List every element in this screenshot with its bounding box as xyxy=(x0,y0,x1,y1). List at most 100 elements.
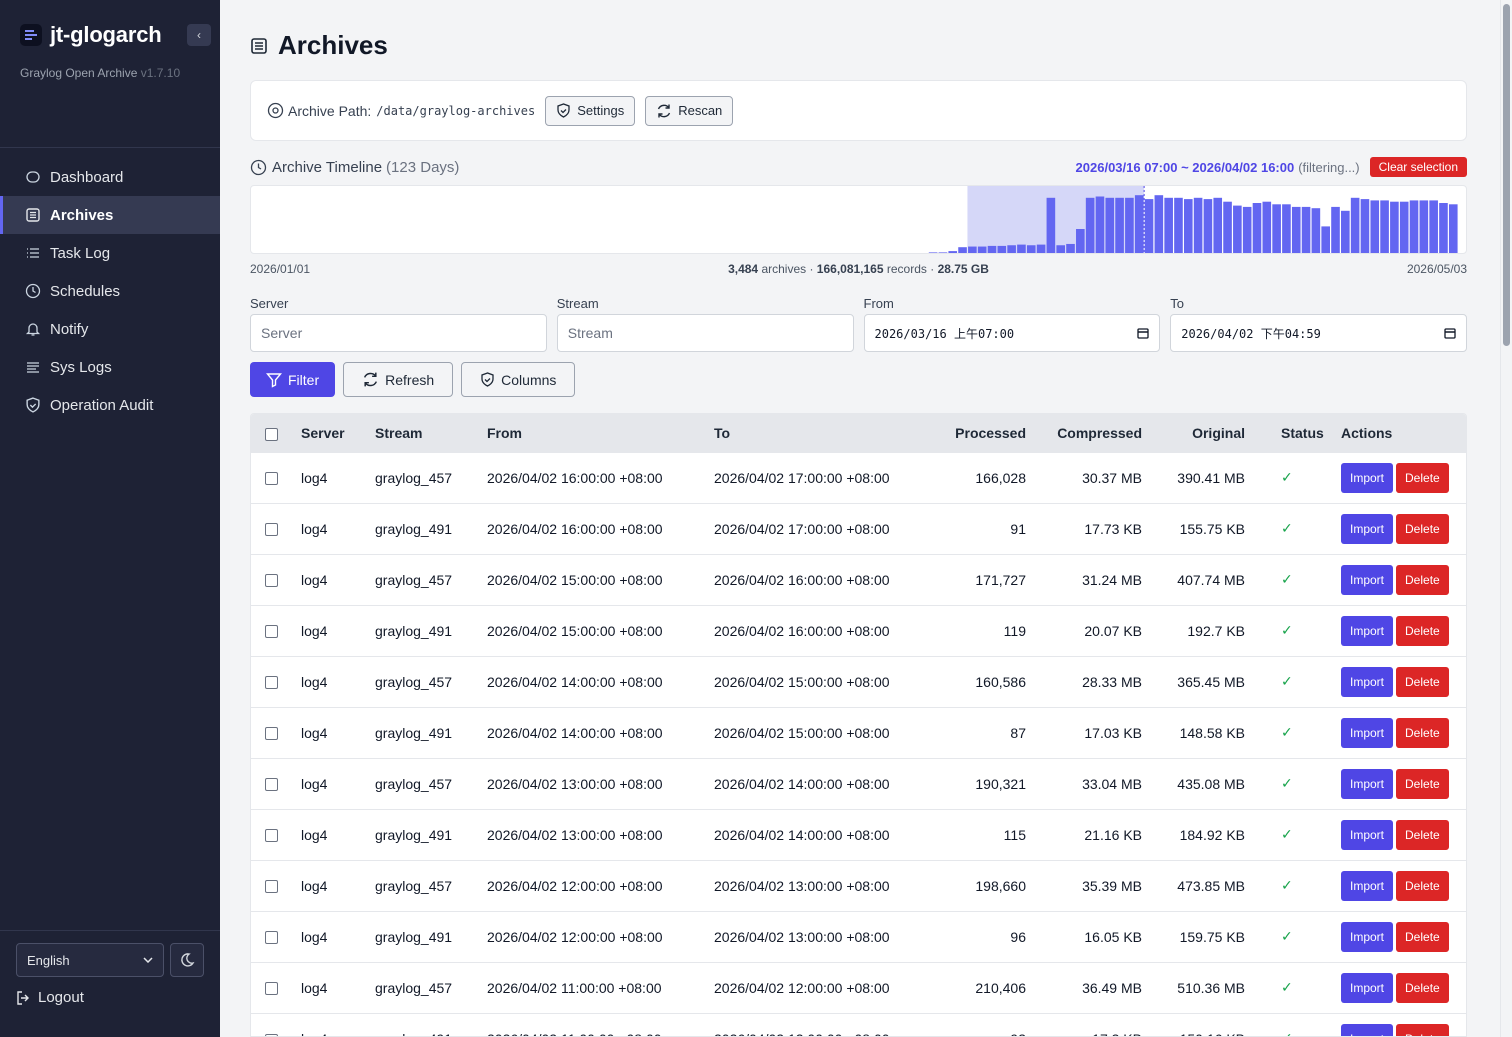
timeline-bar[interactable] xyxy=(320,254,329,255)
timeline-bar[interactable] xyxy=(772,253,781,254)
server-input[interactable]: Server xyxy=(250,314,547,352)
timeline-bar[interactable] xyxy=(497,254,506,255)
timeline-bar[interactable] xyxy=(330,254,339,255)
timeline-bar[interactable] xyxy=(1252,203,1262,254)
timeline-bar[interactable] xyxy=(1105,197,1115,254)
timeline-bar[interactable] xyxy=(605,254,614,255)
timeline-bar[interactable] xyxy=(1419,200,1429,254)
delete-button[interactable]: Delete xyxy=(1396,666,1449,697)
row-checkbox[interactable] xyxy=(265,829,278,843)
timeline-bar[interactable] xyxy=(1017,244,1026,254)
timeline-bar[interactable] xyxy=(1301,206,1311,254)
import-button[interactable]: Import xyxy=(1341,972,1394,1003)
header-compressed[interactable]: Compressed xyxy=(1034,414,1150,452)
scrollbar-thumb[interactable] xyxy=(1503,4,1510,346)
logout-link[interactable]: Logout xyxy=(16,989,204,1006)
timeline-bar[interactable] xyxy=(713,253,722,254)
timeline-bar[interactable] xyxy=(1007,245,1016,254)
timeline-bar[interactable] xyxy=(625,254,634,255)
timeline-bar[interactable] xyxy=(831,253,840,254)
timeline-bar[interactable] xyxy=(821,253,830,254)
timeline-bar[interactable] xyxy=(369,254,378,255)
timeline-bar[interactable] xyxy=(733,253,742,254)
timeline-bar[interactable] xyxy=(899,253,908,254)
delete-button[interactable]: Delete xyxy=(1396,462,1449,493)
rescan-button[interactable]: Rescan xyxy=(645,95,734,126)
timeline-bar[interactable] xyxy=(585,254,594,255)
delete-button[interactable]: Delete xyxy=(1396,921,1449,952)
timeline-selection[interactable] xyxy=(967,186,1145,254)
sidebar-item-operation-audit[interactable]: Operation Audit xyxy=(0,386,220,424)
timeline-bar[interactable] xyxy=(1056,245,1066,254)
timeline-bar[interactable] xyxy=(301,254,310,255)
timeline-bar[interactable] xyxy=(1350,197,1360,254)
timeline-bar[interactable] xyxy=(291,254,300,255)
timeline-bar[interactable] xyxy=(791,253,800,254)
timeline-bar[interactable] xyxy=(723,253,732,254)
timeline-bar[interactable] xyxy=(1046,197,1056,254)
timeline-bar[interactable] xyxy=(340,254,349,255)
import-button[interactable]: Import xyxy=(1341,564,1394,595)
timeline-bar[interactable] xyxy=(252,254,261,255)
header-stream[interactable]: Stream xyxy=(367,414,479,452)
row-checkbox[interactable] xyxy=(265,625,278,639)
import-button[interactable]: Import xyxy=(1341,717,1394,748)
timeline-bar[interactable] xyxy=(517,254,526,255)
timeline-bar[interactable] xyxy=(919,253,928,254)
timeline-bar[interactable] xyxy=(458,254,467,255)
timeline-bar[interactable] xyxy=(1409,200,1419,254)
to-datetime-input[interactable]: 2026/04/02 下午04:59 xyxy=(1170,314,1467,352)
import-button[interactable]: Import xyxy=(1341,921,1394,952)
timeline-bar[interactable] xyxy=(683,253,692,254)
timeline-bar[interactable] xyxy=(1272,204,1281,254)
timeline-bar[interactable] xyxy=(850,253,859,254)
timeline-bar[interactable] xyxy=(350,254,359,255)
timeline-bar[interactable] xyxy=(1066,243,1075,254)
timeline-bar[interactable] xyxy=(1154,195,1164,254)
timeline-bar[interactable] xyxy=(1144,199,1154,254)
columns-button[interactable]: Columns xyxy=(461,362,576,397)
timeline-bar[interactable] xyxy=(801,253,810,254)
import-button[interactable]: Import xyxy=(1341,870,1394,901)
timeline-bar[interactable] xyxy=(1164,197,1173,254)
timeline-bar[interactable] xyxy=(1429,200,1438,254)
sidebar-item-sys-logs[interactable]: Sys Logs xyxy=(0,348,220,386)
archive-timeline-chart[interactable] xyxy=(250,185,1467,254)
sidebar-item-task-log[interactable]: Task Log xyxy=(0,234,220,272)
timeline-bar[interactable] xyxy=(840,253,849,254)
timeline-bar[interactable] xyxy=(860,253,869,254)
timeline-bar[interactable] xyxy=(1203,199,1213,254)
import-button[interactable]: Import xyxy=(1341,768,1394,799)
timeline-bar[interactable] xyxy=(762,253,771,254)
timeline-bar[interactable] xyxy=(526,254,535,255)
timeline-bar[interactable] xyxy=(310,254,319,255)
import-button[interactable]: Import xyxy=(1341,1023,1394,1036)
timeline-bar[interactable] xyxy=(615,254,624,255)
timeline-bar[interactable] xyxy=(566,254,575,255)
timeline-bar[interactable] xyxy=(664,253,673,254)
timeline-bar[interactable] xyxy=(507,254,516,255)
timeline-bar[interactable] xyxy=(654,253,663,254)
import-button[interactable]: Import xyxy=(1341,666,1394,697)
import-button[interactable]: Import xyxy=(1341,462,1394,493)
header-status[interactable]: Status xyxy=(1253,414,1333,452)
timeline-bar[interactable] xyxy=(928,252,938,254)
row-checkbox[interactable] xyxy=(265,574,278,588)
timeline-bar[interactable] xyxy=(997,245,1007,254)
timeline-bar[interactable] xyxy=(1311,208,1321,254)
header-from[interactable]: From xyxy=(479,414,706,452)
timeline-bar[interactable] xyxy=(468,254,477,255)
header-to[interactable]: To xyxy=(706,414,926,452)
timeline-bar[interactable] xyxy=(1213,197,1223,254)
sidebar-item-archives[interactable]: Archives xyxy=(0,196,220,234)
sidebar-item-schedules[interactable]: Schedules xyxy=(0,272,220,310)
timeline-bar[interactable] xyxy=(1085,197,1095,254)
timeline-bar[interactable] xyxy=(281,254,290,255)
delete-button[interactable]: Delete xyxy=(1396,564,1449,595)
timeline-bar[interactable] xyxy=(1233,205,1242,254)
timeline-bar[interactable] xyxy=(1223,201,1232,254)
delete-button[interactable]: Delete xyxy=(1396,513,1449,544)
timeline-bar[interactable] xyxy=(428,254,437,255)
timeline-bar[interactable] xyxy=(261,254,270,255)
timeline-bar[interactable] xyxy=(977,246,987,254)
